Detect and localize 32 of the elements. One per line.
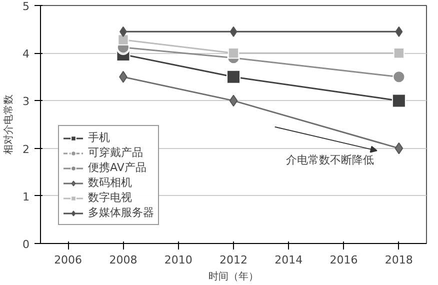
y-tick-label: 4 [22, 48, 30, 61]
x-tick-label: 2018 [384, 254, 413, 266]
x-tick-label: 2014 [274, 254, 303, 266]
legend-label: 多媒体服务器 [88, 205, 154, 220]
point [229, 94, 238, 107]
legend-label: 数码相机 [88, 175, 132, 190]
point [394, 142, 404, 154]
x-tick-label: 2016 [330, 254, 358, 266]
y-tick-label: 2 [22, 142, 30, 156]
x-tick-label: 2012 [220, 254, 248, 266]
point [392, 70, 406, 84]
point [226, 70, 240, 84]
y-tick-label: 0 [22, 238, 30, 251]
point [230, 26, 238, 37]
legend-label: 手机 [88, 130, 110, 145]
annotation: 介电常数不断降低 [286, 154, 374, 167]
y-tick-label: 3 [22, 95, 30, 108]
y-tick-label: 5 [22, 0, 30, 13]
legend-label: 可穿戴产品 [88, 145, 143, 160]
point [118, 34, 129, 46]
x-tick-label: 2008 [109, 254, 138, 266]
point [395, 26, 403, 37]
x-tick-label: 2010 [164, 254, 192, 266]
point [392, 94, 406, 108]
legend-label: 数字电视 [88, 190, 132, 205]
legend-label: 便携AV产品 [88, 160, 146, 175]
y-axis-title: 相对介电常数 [2, 94, 14, 154]
point [228, 48, 240, 59]
y-tick-label: 1 [22, 190, 30, 204]
point [393, 48, 405, 59]
x-axis-title: 时间（年） [208, 270, 258, 282]
x-tick-label: 2006 [54, 254, 82, 266]
